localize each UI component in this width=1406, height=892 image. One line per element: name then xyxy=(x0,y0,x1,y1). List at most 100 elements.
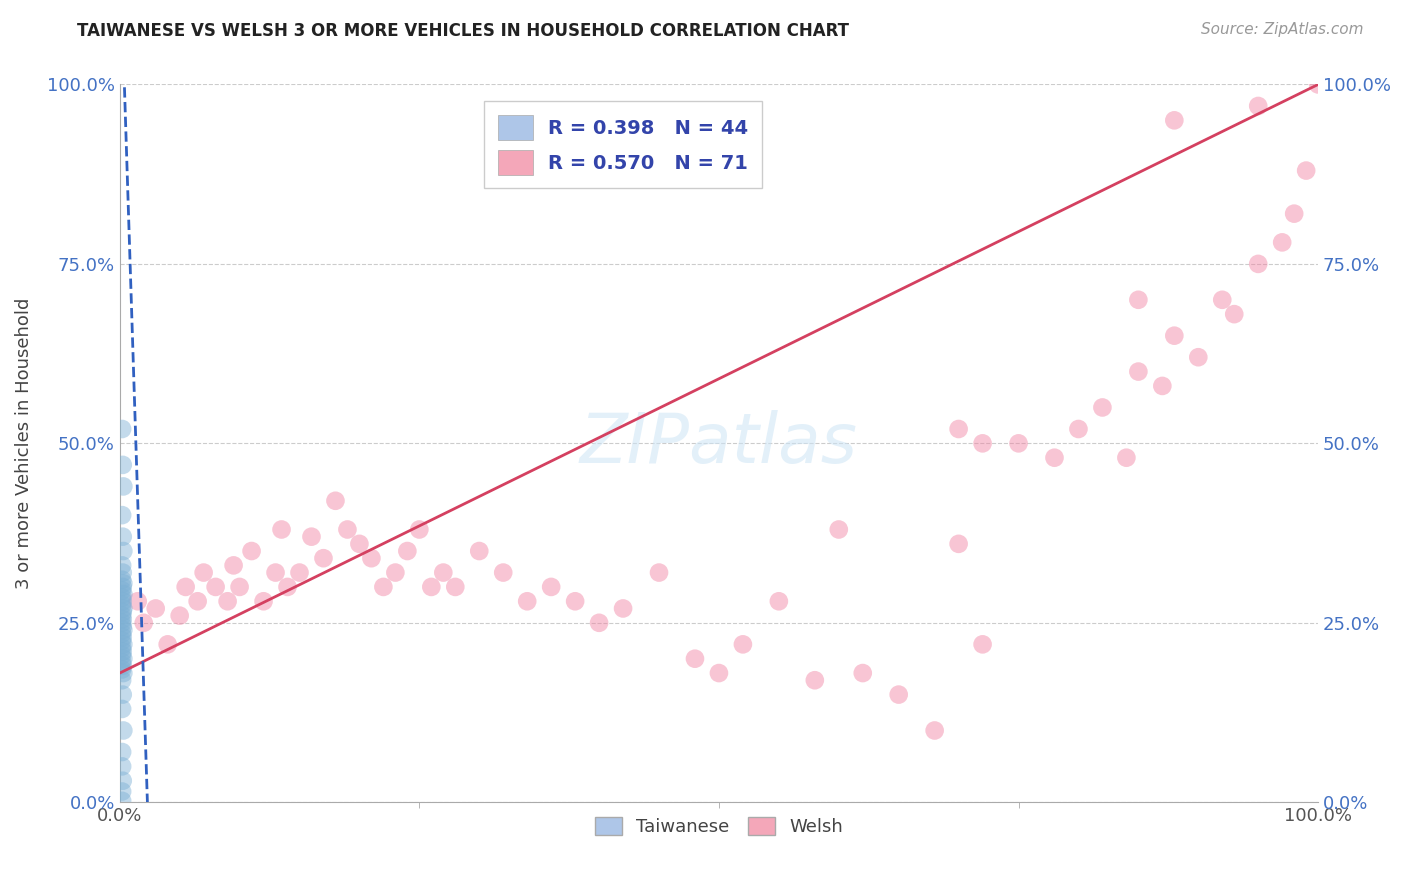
Point xyxy=(111,612,134,626)
Point xyxy=(1247,257,1270,271)
Point xyxy=(111,583,134,598)
Point xyxy=(408,523,430,537)
Point xyxy=(112,666,135,681)
Point xyxy=(112,479,135,493)
Point xyxy=(1187,350,1209,364)
Point xyxy=(948,537,970,551)
Point xyxy=(444,580,467,594)
Text: TAIWANESE VS WELSH 3 OR MORE VEHICLES IN HOUSEHOLD CORRELATION CHART: TAIWANESE VS WELSH 3 OR MORE VEHICLES IN… xyxy=(77,22,849,40)
Point xyxy=(111,644,134,658)
Point xyxy=(111,702,134,716)
Point xyxy=(804,673,827,688)
Point xyxy=(112,723,135,738)
Point xyxy=(492,566,515,580)
Point xyxy=(111,458,134,472)
Point xyxy=(111,784,134,798)
Point xyxy=(169,608,191,623)
Point xyxy=(228,580,250,594)
Point xyxy=(112,651,135,665)
Point xyxy=(325,493,347,508)
Point xyxy=(1271,235,1294,250)
Point xyxy=(111,640,134,655)
Point xyxy=(111,759,134,773)
Text: Source: ZipAtlas.com: Source: ZipAtlas.com xyxy=(1201,22,1364,37)
Point xyxy=(111,663,134,677)
Point xyxy=(187,594,209,608)
Point xyxy=(540,580,562,594)
Point xyxy=(768,594,790,608)
Point xyxy=(972,637,994,651)
Point xyxy=(1115,450,1137,465)
Point xyxy=(111,626,134,640)
Point xyxy=(111,794,134,808)
Point xyxy=(887,688,910,702)
Point xyxy=(1128,293,1150,307)
Point xyxy=(1282,207,1305,221)
Point xyxy=(1091,401,1114,415)
Point xyxy=(111,773,134,788)
Point xyxy=(132,615,155,630)
Point xyxy=(111,615,134,630)
Point xyxy=(112,576,135,591)
Point xyxy=(111,673,134,688)
Point xyxy=(1043,450,1066,465)
Point xyxy=(336,523,359,537)
Point xyxy=(111,745,134,759)
Point xyxy=(1247,99,1270,113)
Point xyxy=(360,551,382,566)
Point xyxy=(270,523,292,537)
Point xyxy=(516,594,538,608)
Point xyxy=(384,566,406,580)
Point xyxy=(707,666,730,681)
Point xyxy=(193,566,215,580)
Point xyxy=(222,558,245,573)
Point xyxy=(111,648,134,662)
Point xyxy=(948,422,970,436)
Point xyxy=(111,659,134,673)
Point xyxy=(373,580,395,594)
Point xyxy=(972,436,994,450)
Point xyxy=(252,594,274,608)
Point xyxy=(1211,293,1233,307)
Point xyxy=(111,508,134,523)
Point xyxy=(432,566,454,580)
Point xyxy=(112,623,135,637)
Point xyxy=(156,637,179,651)
Point xyxy=(1128,365,1150,379)
Point xyxy=(468,544,491,558)
Point xyxy=(111,594,134,608)
Point xyxy=(112,637,135,651)
Point xyxy=(111,605,134,619)
Point xyxy=(111,655,134,669)
Point xyxy=(1163,113,1185,128)
Point xyxy=(276,580,298,594)
Point xyxy=(112,587,135,601)
Point xyxy=(204,580,226,594)
Point xyxy=(111,530,134,544)
Point xyxy=(240,544,263,558)
Point xyxy=(111,422,134,436)
Point xyxy=(111,630,134,644)
Point xyxy=(112,601,135,615)
Point xyxy=(349,537,371,551)
Point xyxy=(1007,436,1029,450)
Point xyxy=(1152,379,1174,393)
Y-axis label: 3 or more Vehicles in Household: 3 or more Vehicles in Household xyxy=(15,298,32,589)
Point xyxy=(301,530,323,544)
Point xyxy=(312,551,335,566)
Point xyxy=(145,601,167,615)
Point xyxy=(1163,328,1185,343)
Point xyxy=(111,633,134,648)
Point xyxy=(924,723,946,738)
Point xyxy=(111,619,134,633)
Point xyxy=(111,580,134,594)
Point xyxy=(564,594,586,608)
Point xyxy=(111,591,134,605)
Point xyxy=(288,566,311,580)
Point xyxy=(852,666,875,681)
Legend: Taiwanese, Welsh: Taiwanese, Welsh xyxy=(588,810,851,844)
Point xyxy=(111,608,134,623)
Point xyxy=(217,594,239,608)
Point xyxy=(174,580,197,594)
Point xyxy=(111,598,134,612)
